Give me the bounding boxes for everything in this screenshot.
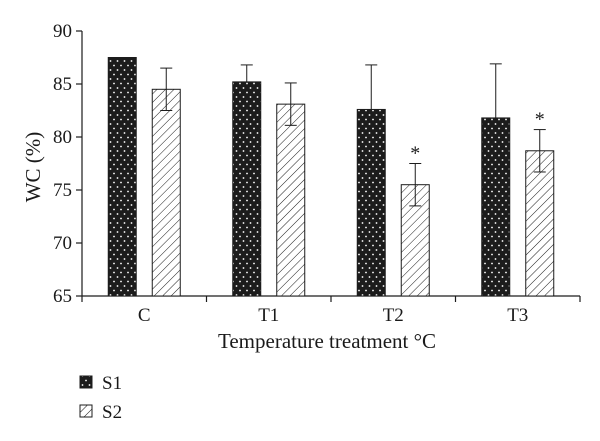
legend-label-s2: S2 bbox=[102, 402, 122, 423]
plot-area: 65 70 75 80 85 90 C T1 T2 * T3 * bbox=[53, 21, 581, 326]
legend-swatch-s2 bbox=[79, 404, 93, 418]
significance-marker: * bbox=[535, 109, 545, 131]
y-tick-label: 70 bbox=[53, 233, 72, 254]
x-tick-label: T3 bbox=[507, 305, 528, 326]
bar-s1-t1 bbox=[232, 81, 262, 297]
y-tick-label: 80 bbox=[53, 127, 72, 148]
bar-s2-t1 bbox=[276, 103, 306, 297]
bar-s1-t3 bbox=[481, 117, 511, 297]
y-tick-label: 75 bbox=[53, 180, 72, 201]
x-tick-label: C bbox=[138, 305, 151, 326]
bar-s1-t2 bbox=[356, 108, 386, 297]
x-axis-title: Temperature treatment °C bbox=[218, 329, 436, 353]
bar-s2-c bbox=[151, 88, 181, 297]
y-axis-title: WC (%) bbox=[21, 132, 45, 203]
legend-label-s1: S1 bbox=[102, 373, 122, 394]
x-tick-label: T1 bbox=[258, 305, 279, 326]
significance-marker: * bbox=[410, 143, 420, 165]
bar-s2-t3 bbox=[525, 150, 555, 297]
legend-swatch-s1 bbox=[79, 375, 93, 389]
x-tick-label: T2 bbox=[383, 305, 404, 326]
y-tick-label: 90 bbox=[53, 21, 72, 42]
y-tick-label: 85 bbox=[53, 74, 72, 95]
y-tick-label: 65 bbox=[53, 286, 72, 307]
bar-s1-c bbox=[107, 57, 137, 297]
legend: S1 S2 bbox=[79, 373, 122, 423]
